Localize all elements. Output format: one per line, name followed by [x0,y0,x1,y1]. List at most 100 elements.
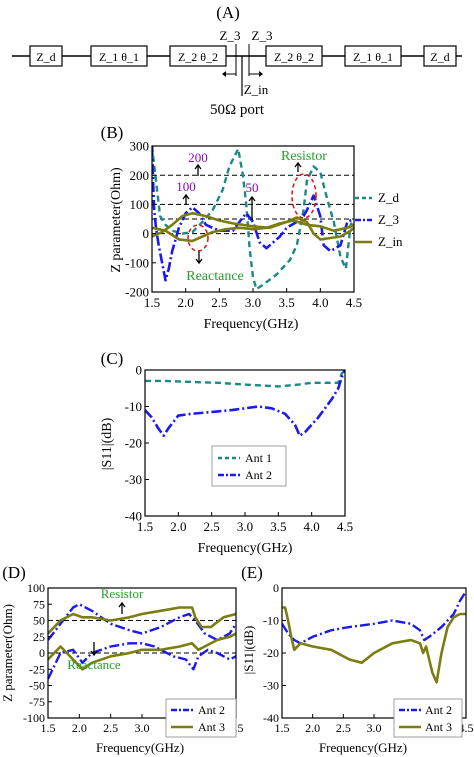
y-tick-label: -25 [29,662,45,676]
legend-box [211,445,287,487]
panel-b-label: (B) [101,123,124,142]
legend-label-ant2: Ant 2 [245,468,272,482]
y-tick-label: -50 [29,679,45,693]
legend-box [393,698,463,738]
legend: Ant 2 Ant 3 [165,698,237,738]
x-tick-label: 2.0 [305,721,320,735]
arrow-up-200 [194,163,202,176]
x-tick-label: 4.0 [312,295,328,310]
block-label: Z_d [430,50,449,64]
annotation-200: 200 [188,150,208,165]
panel-b-chart: (B) 1.5 2.0 2.5 3.0 3.5 4.0 4.5 -200 -100 0 100 200… [101,123,403,332]
x-tick-label: 1.5 [144,295,160,310]
x-tick-label: 4.0 [304,519,320,534]
block-z1-left [90,45,148,67]
annotation-resistor: Resistor [281,149,327,164]
x-tick-label: 2.0 [72,721,87,735]
y-tick-label: -20 [125,436,142,451]
x-tick-label: 2.5 [204,519,220,534]
block-z1-right [344,45,402,67]
series-line-ant-2-reactance [48,642,236,680]
z3-left-label: Z_3 [220,28,241,43]
annotation-reactance: Reactance [67,657,121,672]
legend-label-z3: Z_3 [378,212,399,227]
arrowhead-left [222,71,226,77]
annotation-50: 50 [246,180,259,195]
panel-e-chart: (E) 1.52.02.53.03.54.04.5-40-30-20-100 F… [241,563,474,755]
y-tick-label: 0 [143,226,150,241]
y-tick-label: -10 [263,614,279,628]
legend-label-ant3: Ant 3 [198,720,225,734]
x-tick-label: 2.0 [178,295,194,310]
legend: Ant 2 Ant 3 [393,698,463,738]
x-tick-label: 1.5 [275,721,290,735]
annotation-reactance: Reactance [186,269,244,284]
legend-box [165,698,237,738]
series-line-ant-3 [282,606,466,684]
y-tick-label: 100 [27,581,45,595]
series-line-ant-3-reactance [48,632,236,671]
x-tick-label: 2.5 [103,721,118,735]
panel-d-chart: (D) 1.52.02.53.03.54.04.5-100-75-50-2502… [0,563,244,755]
series-line-z-in-reactance [152,219,354,243]
y-tick-label: 100 [130,197,150,212]
legend-label-ant2: Ant 2 [425,703,452,717]
y-axis-label: |S11|(dB) [100,417,115,470]
y-tick-label: -75 [29,695,45,709]
y-tick-label: -20 [263,646,279,660]
legend-label-zd: Z_d [378,190,399,205]
y-tick-label: -30 [263,679,279,693]
panel-c-label: (C) [101,349,124,368]
panel-c-chart: (C) 1.5 2.0 2.5 3.0 3.5 4.0 4.5 -40 -30 -20 -10 0 F… [100,349,353,556]
block-z2-right [265,45,323,67]
annotation-resistor: Resistor [101,586,144,601]
y-tick-label: 0 [273,581,279,595]
port-label: 50Ω port [210,102,265,118]
arrow-down-reactance [195,250,203,265]
x-tick-label: 4.5 [337,519,353,534]
arrow-up-50 [248,195,256,220]
y-tick-label: -40 [263,711,279,725]
x-tick-label: 4.5 [346,295,362,310]
x-tick-label: 2.0 [170,519,186,534]
panel-d-label: (D) [2,563,26,582]
y-tick-label: 200 [130,168,150,183]
legend-label-ant2: Ant 2 [198,703,225,717]
series-line-z-3 [152,146,354,282]
series-line-z-d [152,146,354,291]
block-label: Z_1 θ_1 [99,50,139,64]
block-label: Z_1 θ_1 [353,50,393,64]
x-axis-label: Frequency(GHz) [198,541,293,556]
x-tick-label: 3.5 [270,519,286,534]
y-tick-label: 0 [136,363,143,378]
arrow-down-reactance [90,642,98,657]
x-tick-label: 3.0 [237,519,253,534]
legend-label-ant1: Ant 1 [245,451,272,465]
y-tick-label: -100 [23,711,45,725]
series-line-ant-3 [48,606,236,635]
legend: Ant 1 Ant 2 [211,445,287,487]
x-axis-label: Frequency(GHz) [319,740,407,755]
y-axis-label: Z parameter(Ohm) [0,604,15,702]
x-tick-label: 3.0 [245,295,261,310]
x-tick-label: 3.0 [135,721,150,735]
series-line-ant-1 [145,370,345,388]
y-axis-label: Z parameter(Ohm) [109,167,124,273]
y-tick-label: 50 [33,614,45,628]
block-label: Z_2 θ_2 [274,50,314,64]
plot-frame [144,369,346,517]
x-tick-label: 3.5 [279,295,295,310]
x-tick-label: 3.0 [367,721,382,735]
arrowhead-right [259,71,263,77]
arrow-up-100 [182,193,190,205]
y-tick-label: -200 [125,285,149,300]
series-line-ant-2 [282,590,466,645]
y-tick-label: 75 [33,597,45,611]
arrow-up-resistor [118,601,126,614]
panel-a-schematic: (A) Z_d Z_1 θ_1 Z_2 θ_2 Z_2 θ_2 Z_1 θ_1 … [12,3,462,118]
z3-right-label: Z_3 [252,28,273,43]
x-tick-label: 1.5 [41,721,56,735]
y-tick-label: 25 [33,630,45,644]
y-axis-label: |S11|(dB) [241,626,256,675]
resistor-ellipse [291,173,317,219]
